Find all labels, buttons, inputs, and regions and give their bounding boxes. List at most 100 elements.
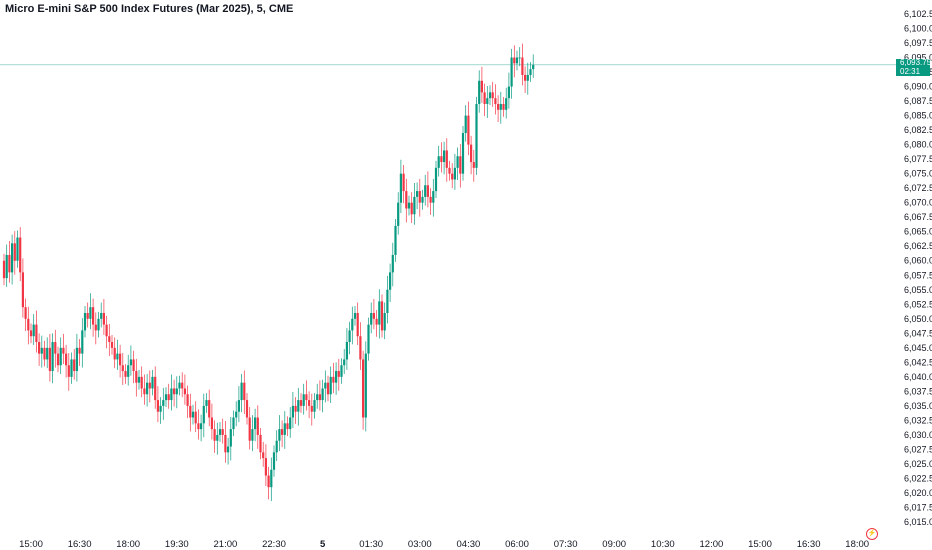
candle-body bbox=[478, 80, 481, 104]
candle-body bbox=[191, 411, 195, 418]
candle-body bbox=[421, 196, 424, 203]
candle-body bbox=[488, 92, 492, 99]
y-tick-label: 6,052.50 bbox=[904, 299, 932, 309]
candle-body bbox=[94, 324, 97, 331]
candle-body bbox=[391, 254, 394, 273]
y-tick-label: 6,082.50 bbox=[904, 125, 932, 135]
candle-body bbox=[43, 347, 46, 360]
candle-body bbox=[232, 417, 235, 430]
y-tick-label: 6,050.00 bbox=[904, 314, 932, 324]
last-price-value: 6,093.75 bbox=[900, 58, 932, 67]
y-tick-label: 6,022.50 bbox=[904, 473, 932, 483]
candle-body bbox=[208, 400, 211, 418]
candle-body bbox=[262, 452, 265, 459]
candle-body bbox=[270, 469, 273, 488]
bar-countdown: 02:31 bbox=[900, 66, 921, 76]
candle-body bbox=[378, 301, 381, 325]
candle-body bbox=[308, 400, 311, 406]
x-tick-label: 07:30 bbox=[554, 539, 578, 550]
candle-body bbox=[472, 162, 475, 168]
candle-body bbox=[372, 312, 375, 319]
candle-body bbox=[154, 376, 157, 401]
candle-body bbox=[294, 405, 297, 412]
y-tick-label: 6,037.50 bbox=[904, 386, 932, 396]
candle-body bbox=[267, 475, 270, 488]
candle-body bbox=[299, 400, 303, 406]
y-tick-label: 6,057.50 bbox=[904, 270, 932, 280]
candle-body bbox=[48, 347, 51, 372]
candle-body bbox=[453, 167, 456, 180]
candle-body bbox=[205, 400, 208, 406]
candle-body bbox=[156, 400, 159, 412]
candle-body bbox=[113, 347, 116, 360]
candle-body bbox=[416, 191, 419, 197]
candle-body bbox=[221, 429, 224, 435]
candle-body bbox=[507, 86, 510, 99]
candle-body bbox=[467, 115, 470, 145]
candle-body bbox=[245, 400, 249, 418]
candle-body bbox=[281, 429, 284, 435]
candle-body bbox=[167, 394, 170, 401]
candle-body bbox=[494, 98, 497, 104]
y-tick-label: 6,095.00 bbox=[904, 53, 932, 63]
y-tick-label: 6,032.50 bbox=[904, 415, 932, 425]
candle-body bbox=[316, 394, 319, 401]
candle-body bbox=[173, 388, 176, 395]
y-tick-label: 6,047.50 bbox=[904, 328, 932, 338]
candle-body bbox=[526, 74, 529, 81]
candle-body bbox=[389, 272, 392, 290]
candle-body bbox=[162, 400, 165, 406]
x-tick-label: 21:00 bbox=[214, 539, 238, 550]
candle-body bbox=[418, 191, 421, 203]
candle-body bbox=[461, 133, 465, 174]
y-tick-label: 6,042.50 bbox=[904, 357, 932, 367]
candle-body bbox=[256, 417, 259, 435]
flash-icon[interactable]: ⚡ bbox=[866, 528, 878, 540]
candle-body bbox=[362, 359, 365, 418]
candle-body bbox=[380, 301, 384, 331]
candle-body bbox=[289, 417, 292, 430]
x-tick-label: 18:00 bbox=[116, 539, 140, 550]
candle-body bbox=[210, 417, 213, 430]
candle-body bbox=[38, 342, 41, 354]
candle-body bbox=[529, 69, 532, 75]
candle-body bbox=[399, 173, 402, 203]
candle-body bbox=[302, 394, 305, 406]
candle-body bbox=[51, 342, 54, 372]
candle-body bbox=[356, 312, 359, 337]
candle-body bbox=[351, 318, 354, 331]
candle-body bbox=[240, 382, 243, 401]
y-tick-label: 6,027.50 bbox=[904, 444, 932, 454]
candle-body bbox=[143, 388, 146, 395]
x-tick-label: 5 bbox=[320, 539, 326, 550]
candle-body bbox=[65, 353, 68, 366]
candle-body bbox=[124, 371, 127, 377]
candle-body bbox=[229, 429, 232, 447]
candle-body bbox=[151, 376, 154, 389]
x-tick-label: 06:00 bbox=[505, 539, 529, 550]
y-tick-label: 6,062.50 bbox=[904, 241, 932, 251]
candle-body bbox=[480, 80, 483, 93]
candle-body bbox=[364, 353, 367, 418]
y-tick-label: 6,030.00 bbox=[904, 430, 932, 440]
candle-body bbox=[429, 196, 432, 203]
candle-body bbox=[291, 405, 294, 418]
x-tick-label: 10:30 bbox=[651, 539, 675, 550]
candle-body bbox=[499, 103, 502, 110]
candle-body bbox=[518, 57, 521, 59]
candle-body bbox=[434, 167, 438, 192]
candle-body bbox=[286, 423, 289, 430]
candle-body bbox=[521, 57, 524, 75]
candle-body bbox=[475, 103, 478, 168]
candle-body bbox=[348, 330, 351, 343]
candle-body bbox=[451, 173, 454, 180]
candle-body bbox=[343, 359, 346, 366]
x-tick-label: 19:30 bbox=[165, 539, 189, 550]
x-axis[interactable]: 15:00 16:30 18:00 19:30 21:00 22:30 5 01:30 03:0… bbox=[19, 539, 869, 550]
candle-body bbox=[13, 243, 16, 261]
candle-body bbox=[29, 330, 33, 337]
candle-body bbox=[19, 237, 22, 273]
y-axis[interactable]: 6,102.506,100.006,097.506,095.006,092.50… bbox=[904, 9, 932, 527]
candle-body bbox=[410, 202, 413, 215]
